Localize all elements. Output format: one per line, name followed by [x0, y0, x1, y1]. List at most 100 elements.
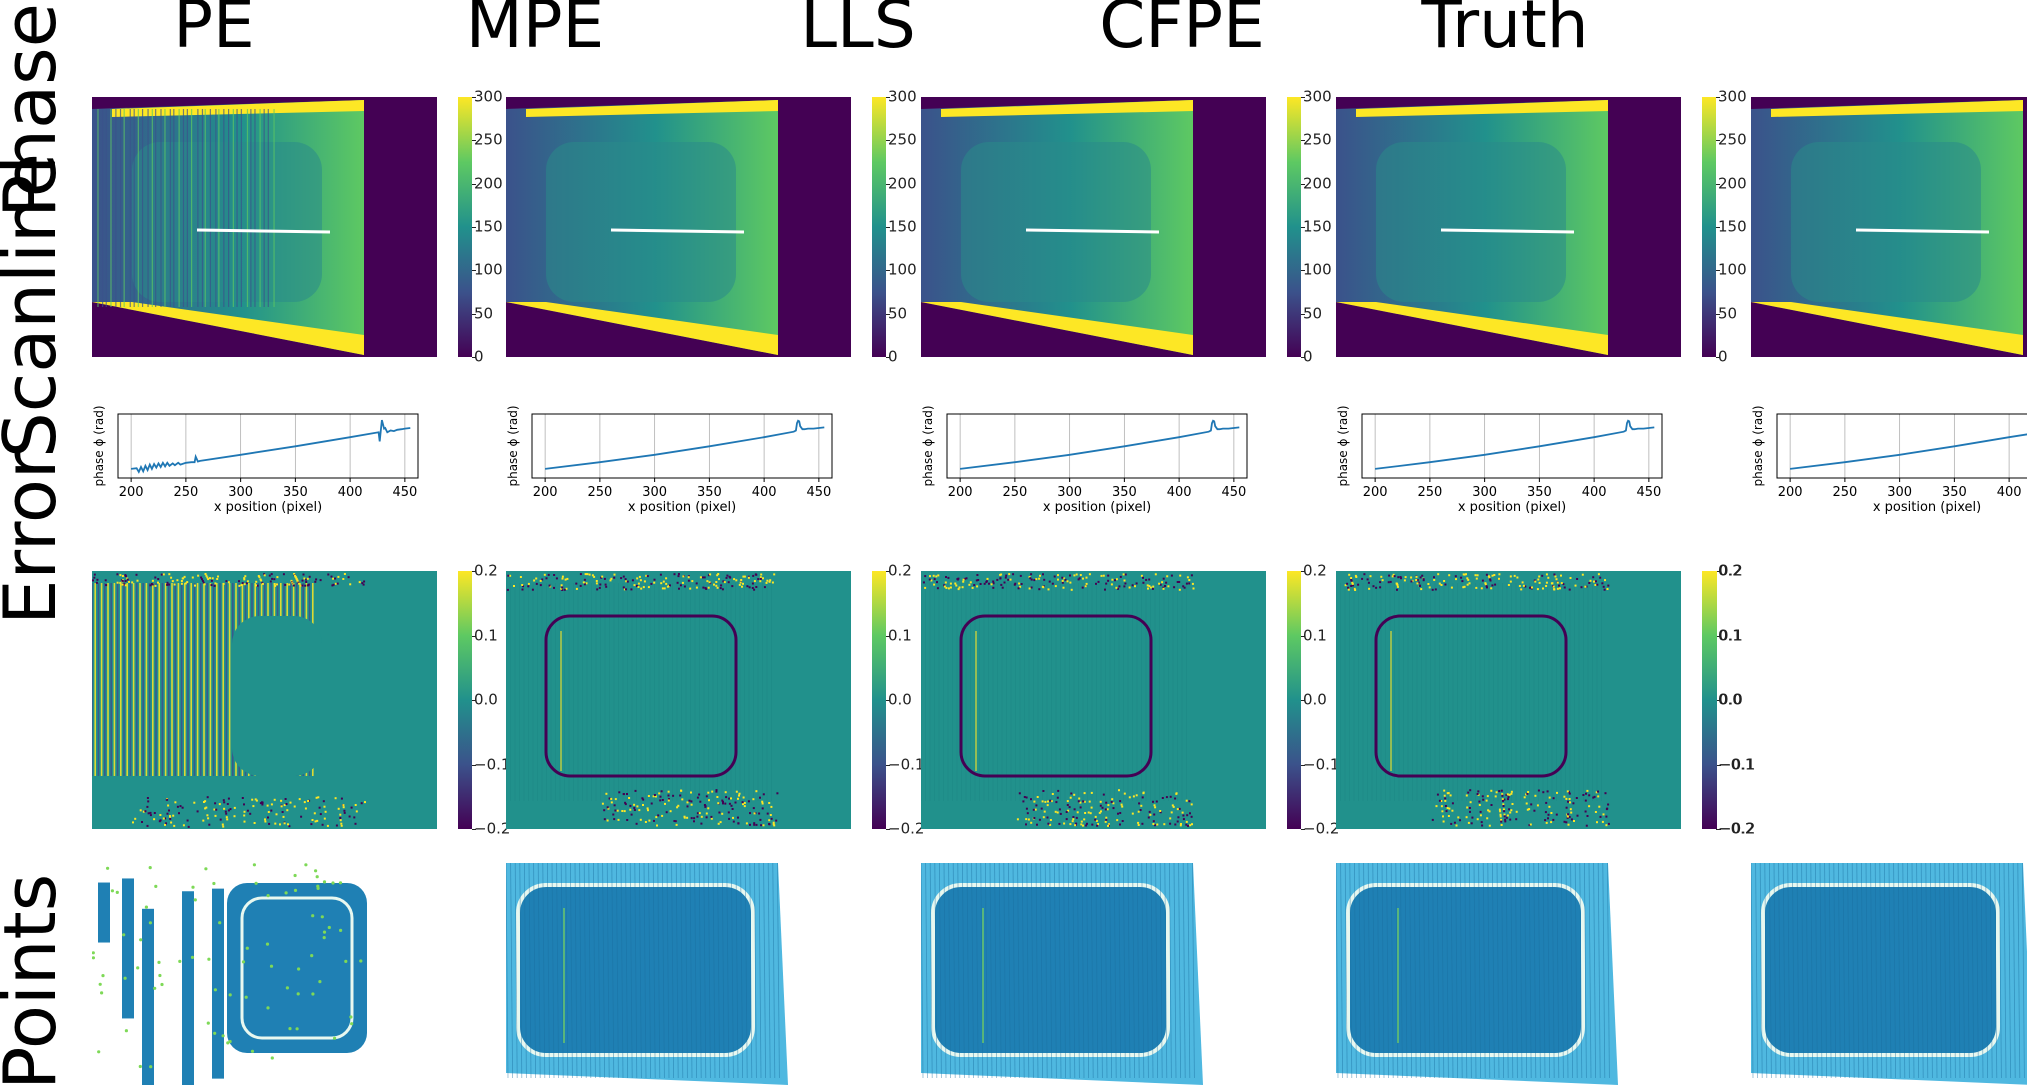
colorbar-tick-mark	[1716, 140, 1720, 142]
colorbar-tick-label: 0.0	[1719, 690, 1743, 709]
x-tick-label: 250	[587, 485, 612, 500]
colorbar-tick-mark	[886, 270, 890, 272]
colorbar-tick-mark	[886, 140, 890, 142]
colorbar-tick-mark	[1716, 183, 1720, 185]
x-tick-label: 300	[642, 485, 667, 500]
colorbar-tick-label: 0.2	[1303, 561, 1327, 580]
colorbar-tick-label: 0.0	[888, 690, 912, 709]
colorbar-tick-label: 100	[1303, 260, 1332, 279]
colorbar-tick-label: 150	[474, 217, 503, 236]
error-colorbar-lls: −0.2 −0.1 0.0 0.1 0.2	[1287, 563, 1339, 836]
phase-map-mpe	[506, 97, 851, 357]
colorbar-tick-label: −0.1	[1303, 755, 1340, 773]
colorbar-tick-mark	[886, 313, 890, 315]
colorbar-tick-mark	[472, 764, 476, 766]
column-title-pe: PE	[173, 0, 255, 63]
x-tick-label: 200	[533, 485, 558, 500]
colorbar-tick-label: −0.2	[1718, 819, 1755, 838]
colorbar-tick-mark	[472, 635, 476, 637]
colorbar-tick-label: 50	[888, 304, 908, 323]
phase-colorbar-cfpe: 0 50 100 150 200 250 300	[1702, 89, 1747, 364]
x-tick-label: 450	[1221, 485, 1246, 500]
x-tick-label: 250	[1832, 485, 1857, 500]
x-tick-label: 250	[1417, 485, 1442, 500]
colorbar-tick-label: 200	[1303, 174, 1332, 193]
scanline-series	[959, 419, 1240, 470]
x-tick-label: 200	[1778, 485, 1803, 500]
phase-colorbar-lls: 0 50 100 150 200 250 300	[1287, 89, 1332, 364]
scanline-series	[544, 419, 825, 470]
colorbar-tick-label: −0.2	[1719, 819, 1756, 838]
colorbar-tick-mark	[886, 764, 890, 766]
colorbar-tick-mark	[472, 97, 476, 98]
x-axis-label: x position (pixel)	[1458, 500, 1566, 515]
colorbar-tick-label: 0.1	[1303, 626, 1327, 644]
colorbar-tick-label: 0.1	[888, 626, 912, 644]
points-cloud-pe	[92, 863, 367, 1085]
colorbar-tick-label: 0	[1718, 347, 1728, 366]
colorbar-tick-mark	[1301, 270, 1305, 272]
x-tick-label: 200	[119, 485, 144, 500]
colorbar-tick-label: 300	[888, 87, 917, 106]
error-map-mpe	[506, 571, 851, 829]
y-axis-label: phase ϕ (rad)	[922, 405, 935, 486]
error-map-lls	[921, 571, 1266, 829]
colorbar-tick-label: 200	[474, 174, 503, 193]
colorbar-tick-mark	[1301, 140, 1305, 142]
colorbar-tick-mark	[1717, 700, 1721, 701]
colorbar-tick-mark	[472, 313, 476, 315]
colorbar-tick-mark	[886, 183, 890, 185]
colorbar-tick-mark	[1301, 764, 1305, 766]
colorbar-tick-label: 100	[1718, 260, 1747, 279]
colorbar-tick-label: 300	[1718, 87, 1747, 106]
y-axis-label: phase ϕ (rad)	[507, 405, 520, 486]
colorbar-tick-label: 300	[1303, 87, 1332, 106]
error-colorbar-truth: −0.2 −0.1 0.0 0.1 0.2	[1703, 563, 1755, 836]
phase-colorbar-pe: 0 50 100 150 200 250 300	[458, 89, 503, 364]
column-title-mpe: MPE	[465, 0, 605, 63]
colorbar-tick-label: 250	[1718, 130, 1747, 149]
colorbar-tick-label: 50	[1303, 304, 1323, 323]
x-tick-label: 450	[392, 485, 417, 500]
x-tick-label: 300	[1472, 485, 1497, 500]
phase-map-pe	[92, 97, 437, 357]
column-title-lls: LLS	[800, 0, 916, 63]
x-tick-label: 250	[1002, 485, 1027, 500]
x-axis-label: x position (pixel)	[214, 500, 322, 515]
colorbar-tick-label: 200	[1718, 174, 1747, 193]
colorbar-tick-mark	[1301, 571, 1305, 572]
colorbar-tick-label: 100	[474, 260, 503, 279]
row-label-points: Points	[0, 873, 72, 1090]
colorbar-tick-mark	[1716, 357, 1720, 358]
x-tick-label: 400	[1582, 485, 1607, 500]
y-axis-label: phase ϕ (rad)	[1752, 405, 1765, 486]
colorbar-tick-mark	[1716, 270, 1720, 272]
colorbar-tick-label: 250	[888, 130, 917, 149]
colorbar-tick-label: 250	[474, 130, 503, 149]
x-tick-label: 400	[338, 485, 363, 500]
axes-frame	[1361, 413, 1663, 479]
error-colorbar-mpe: −0.2 −0.1 0.0 0.1 0.2	[872, 563, 924, 836]
x-tick-label: 400	[1167, 485, 1192, 500]
colorbar-tick-mark	[472, 357, 476, 358]
colorbar-tick-label: −0.1	[888, 755, 925, 773]
colorbar-tick-mark	[1301, 829, 1305, 830]
colorbar-tick-mark	[886, 635, 890, 637]
x-axis-label: x position (pixel)	[1043, 500, 1151, 515]
x-tick-label: 350	[1112, 485, 1137, 500]
x-tick-label: 350	[283, 485, 308, 500]
row-label-error: Error	[0, 449, 72, 626]
colorbar-tick-mark	[472, 700, 476, 701]
colorbar-tick-label: −0.2	[1303, 819, 1340, 838]
colorbar-tick-label: 150	[888, 217, 917, 236]
error-map-pe	[92, 571, 437, 829]
colorbar-tick-label: 150	[1303, 217, 1332, 236]
colorbar-tick-mark	[1301, 635, 1305, 637]
points-cloud-truth	[1751, 863, 2027, 1085]
phase-map-truth	[1751, 97, 2027, 357]
axes-frame	[946, 413, 1248, 479]
colorbar-tick-mark	[1717, 829, 1721, 830]
row-label-scanline: Scanline	[0, 153, 72, 458]
scanline-series	[130, 419, 411, 474]
x-tick-label: 250	[173, 485, 198, 500]
